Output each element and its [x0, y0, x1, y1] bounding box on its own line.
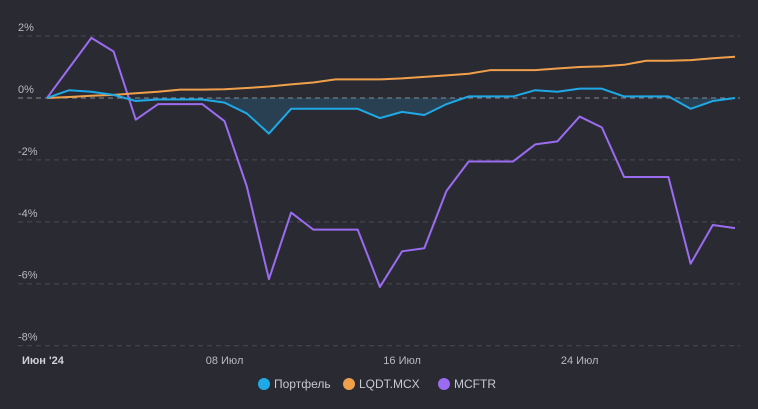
- negative-area: [47, 97, 735, 134]
- legend-label: Портфель: [274, 377, 331, 391]
- legend-label: MCFTR: [454, 377, 496, 391]
- legend-marker: [258, 378, 270, 390]
- legend-item[interactable]: MCFTR: [438, 377, 496, 391]
- legend-marker: [438, 378, 450, 390]
- series-line: [46, 36, 736, 288]
- y-tick-label: -8%: [18, 332, 38, 344]
- y-tick-label: 0%: [18, 84, 34, 96]
- x-tick-label: 08 Июл: [206, 355, 244, 367]
- series-line: [46, 87, 736, 135]
- y-tick-label: -2%: [18, 146, 38, 158]
- x-tick-label: 24 Июл: [561, 355, 599, 367]
- y-tick-label: 2%: [18, 22, 34, 34]
- legend-item[interactable]: LQDT.MCX: [343, 377, 420, 391]
- legend-label: LQDT.MCX: [359, 377, 420, 391]
- x-tick-label: 16 Июл: [383, 355, 421, 367]
- y-tick-label: -4%: [18, 208, 38, 220]
- x-tick-label: Июн '24: [22, 355, 65, 367]
- legend-item[interactable]: Портфель: [258, 377, 331, 391]
- y-tick-label: -6%: [18, 270, 38, 282]
- legend-marker: [343, 378, 355, 390]
- series-line: [46, 55, 736, 99]
